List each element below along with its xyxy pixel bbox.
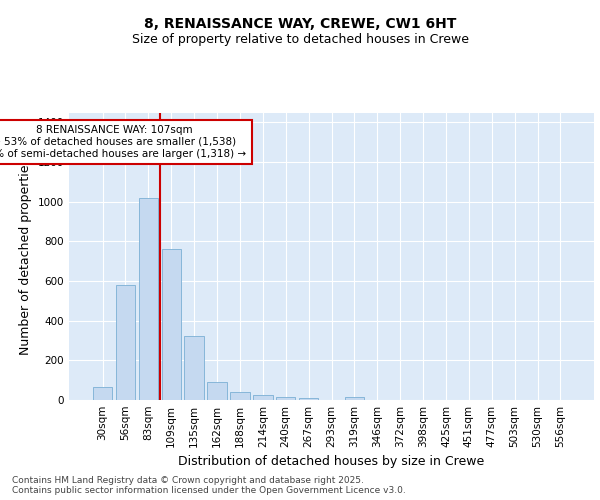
Bar xyxy=(253,395,272,400)
X-axis label: Distribution of detached houses by size in Crewe: Distribution of detached houses by size … xyxy=(178,456,485,468)
Bar xyxy=(116,285,135,400)
Text: 8 RENAISSANCE WAY: 107sqm
← 53% of detached houses are smaller (1,538)
46% of se: 8 RENAISSANCE WAY: 107sqm ← 53% of detac… xyxy=(0,126,247,158)
Bar xyxy=(299,398,319,400)
Y-axis label: Number of detached properties: Number of detached properties xyxy=(19,158,32,355)
Text: 8, RENAISSANCE WAY, CREWE, CW1 6HT: 8, RENAISSANCE WAY, CREWE, CW1 6HT xyxy=(144,18,456,32)
Bar xyxy=(230,392,250,400)
Text: Size of property relative to detached houses in Crewe: Size of property relative to detached ho… xyxy=(131,32,469,46)
Bar xyxy=(184,336,204,400)
Bar xyxy=(208,382,227,400)
Bar xyxy=(161,250,181,400)
Bar xyxy=(344,397,364,400)
Bar xyxy=(93,387,112,400)
Bar xyxy=(139,198,158,400)
Text: Contains HM Land Registry data © Crown copyright and database right 2025.
Contai: Contains HM Land Registry data © Crown c… xyxy=(12,476,406,495)
Bar xyxy=(276,397,295,400)
